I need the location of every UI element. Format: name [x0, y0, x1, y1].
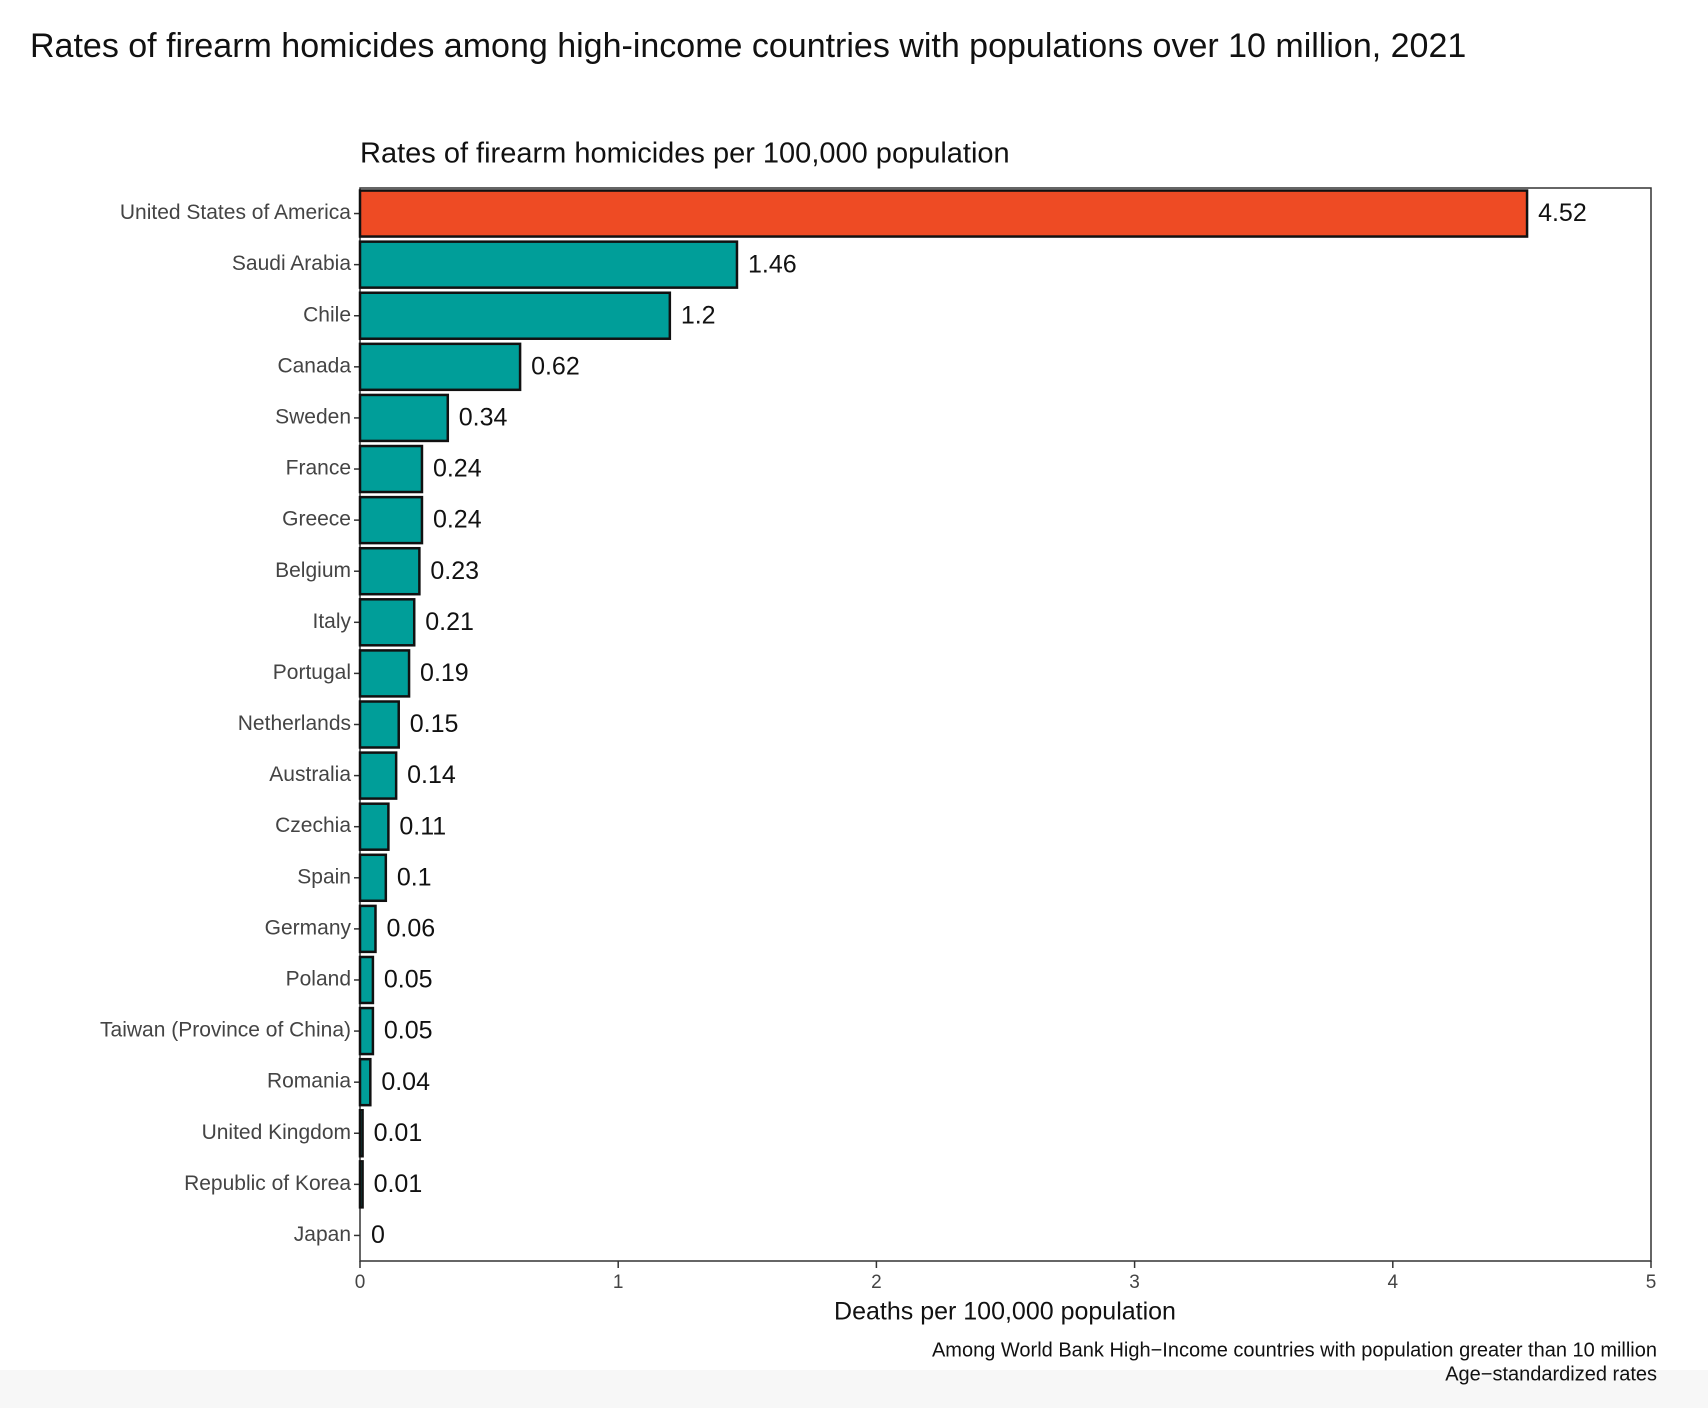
- bar: [358, 444, 424, 494]
- headline: Rates of firearm homicides among high-in…: [30, 27, 1467, 65]
- footer-band: [0, 1370, 1708, 1408]
- value-label: 0.04: [381, 1068, 430, 1096]
- y-tick-label: Poland: [286, 968, 351, 991]
- x-tick-label: 5: [1646, 1272, 1657, 1293]
- value-label: 0.05: [384, 1017, 433, 1045]
- y-tick-label: Spain: [297, 865, 351, 888]
- bar: [358, 1109, 364, 1158]
- y-tick-label: Greece: [282, 508, 351, 531]
- value-label: 1.46: [748, 250, 797, 278]
- y-tick-label: Saudi Arabia: [232, 252, 351, 275]
- bar: [358, 1057, 372, 1107]
- bar: [358, 904, 377, 954]
- caption: Age−standardized rates: [1445, 1363, 1657, 1385]
- bar: [358, 700, 400, 749]
- x-tick-label: 3: [1129, 1272, 1140, 1293]
- x-tick-label: 4: [1388, 1272, 1399, 1293]
- value-label: 0.15: [410, 710, 459, 738]
- bar: [358, 546, 421, 596]
- y-tick-label: Republic of Korea: [184, 1172, 351, 1195]
- bar: [358, 802, 390, 851]
- bar: [358, 342, 522, 392]
- y-tick-label: Netherlands: [238, 712, 351, 735]
- bar: [358, 955, 375, 1005]
- y-tick-label: Australia: [269, 763, 351, 786]
- value-label: 0.14: [407, 761, 456, 789]
- bar: [358, 649, 411, 698]
- bar: [358, 853, 388, 903]
- chart-title: Rates of firearm homicides per 100,000 p…: [360, 138, 1010, 170]
- caption: Among World Bank High−Income countries w…: [932, 1339, 1657, 1361]
- value-label: 0.19: [420, 659, 469, 687]
- value-label: 0.21: [425, 608, 474, 636]
- x-tick-label: 2: [871, 1272, 882, 1293]
- x-tick-label: 1: [613, 1272, 624, 1293]
- y-tick-label: Chile: [303, 303, 351, 326]
- value-label: 0.11: [399, 812, 446, 840]
- x-axis-label: Deaths per 100,000 population: [834, 1298, 1176, 1326]
- y-tick-label: France: [286, 457, 351, 480]
- y-tick-label: Portugal: [273, 661, 351, 684]
- bar: [358, 495, 424, 545]
- y-tick-label: Canada: [277, 354, 351, 377]
- value-label: 0.1: [397, 863, 432, 891]
- y-tick-label: Taiwan (Province of China): [100, 1019, 351, 1042]
- value-label: 0.23: [430, 557, 479, 585]
- value-label: 0.24: [433, 506, 482, 534]
- bar: [358, 240, 739, 289]
- bar: [358, 1006, 375, 1056]
- y-tick-label: Sweden: [275, 405, 351, 428]
- panel-border: [359, 187, 1652, 1262]
- value-label: 0.24: [433, 455, 482, 483]
- y-tick-label: Czechia: [275, 814, 351, 837]
- value-label: 0.05: [384, 966, 433, 994]
- y-tick-label: Italy: [312, 610, 351, 633]
- bar: [358, 598, 416, 647]
- value-label: 0: [371, 1221, 385, 1249]
- y-tick-label: United Kingdom: [202, 1121, 351, 1144]
- y-tick-label: United States of America: [120, 201, 351, 224]
- value-label: 0.06: [386, 914, 435, 942]
- y-tick-label: Romania: [267, 1070, 351, 1093]
- value-label: 0.34: [459, 404, 508, 432]
- bar: [358, 751, 398, 800]
- value-label: 0.01: [374, 1170, 423, 1198]
- x-tick-label: 0: [355, 1272, 366, 1293]
- y-tick-label: Belgium: [275, 559, 351, 582]
- bar: [358, 1160, 364, 1209]
- bar: [358, 291, 672, 340]
- bar: [358, 393, 450, 443]
- y-tick-label: Germany: [265, 916, 352, 939]
- value-label: 0.01: [374, 1119, 423, 1147]
- value-label: 0.62: [531, 352, 580, 380]
- bar: [358, 189, 1529, 238]
- value-label: 4.52: [1538, 199, 1587, 227]
- value-label: 1.2: [681, 301, 716, 329]
- y-tick-label: Japan: [294, 1223, 351, 1246]
